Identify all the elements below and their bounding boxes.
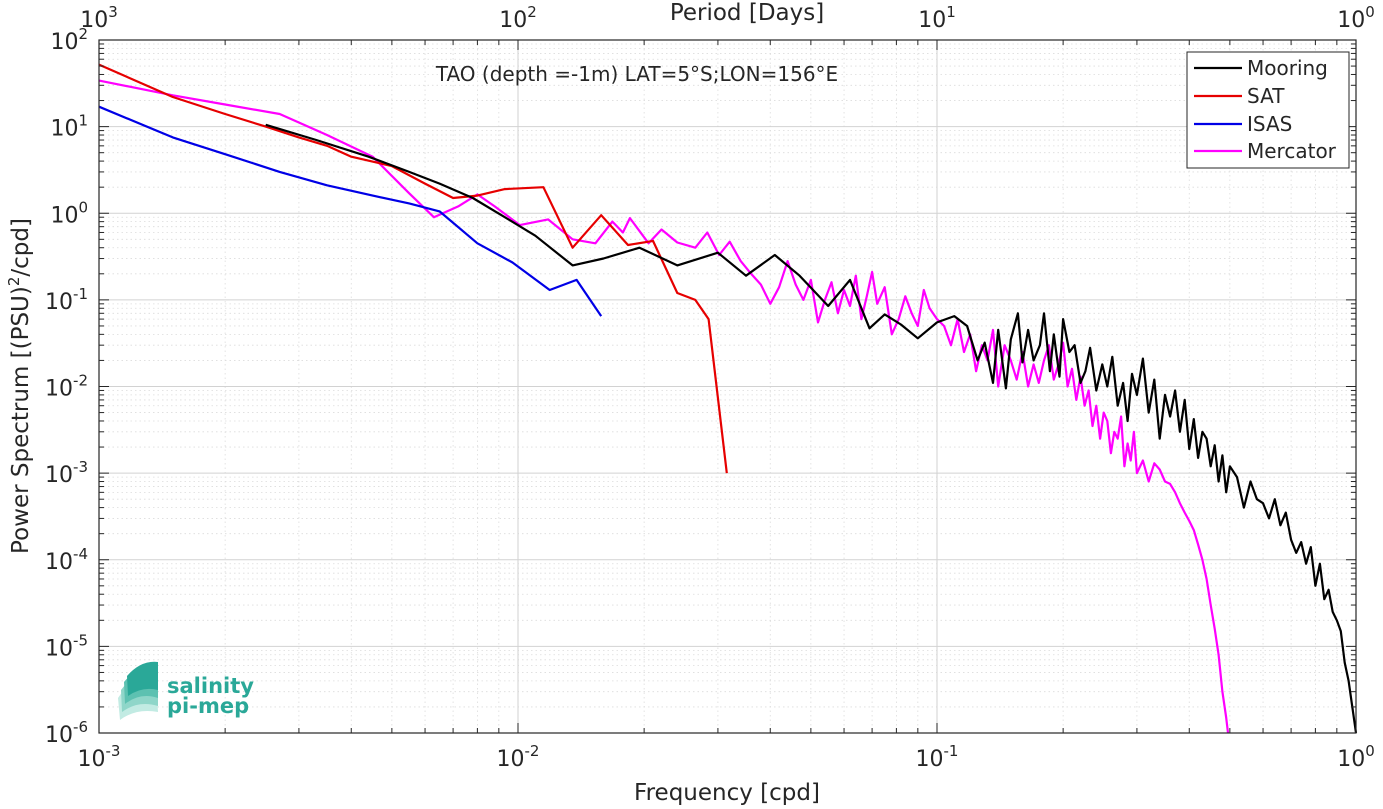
logo-line-1: salinity [167,674,254,698]
top-tick-label-exponent: 1 [946,3,956,21]
y-tick-label: 10-3 [45,458,88,488]
series-line-isas [98,105,603,317]
y-axis-title-end: /cpd] [8,218,34,277]
top-tick-label: 103 [80,3,118,33]
y-tick-label: 101 [50,112,88,142]
x-tick-label-base: 10 [78,747,106,772]
y-tick-label-base: 10 [45,636,73,661]
top-axis-title: Period [Days] [670,0,824,26]
legend: Mooring SAT ISAS Mercator [1186,51,1350,169]
y-tick-label: 100 [50,198,88,228]
y-tick-label-exponent: -5 [73,631,88,649]
x-tick-label-exponent: 0 [1365,742,1375,760]
y-tick-label: 10-6 [45,718,88,748]
top-tick-label: 101 [918,3,956,33]
x-tick-label: 100 [1337,742,1375,772]
x-tick-label: 10-3 [78,742,121,772]
y-tick-label-exponent: -1 [73,285,88,303]
y-tick-label-exponent: -2 [73,372,88,390]
y-tick-label: 10-5 [45,631,88,661]
y-tick-label-base: 10 [50,203,78,228]
top-tick-label: 102 [499,3,537,33]
y-tick-label: 10-4 [45,545,88,575]
y-tick-label-exponent: -3 [73,458,88,476]
top-tick-label-exponent: 3 [108,3,118,21]
y-tick-label-exponent: 0 [78,198,88,216]
legend-box [1186,51,1350,169]
chart-title: TAO (depth =-1m) LAT=5°S;LON=156°E [435,62,838,86]
series-layer [98,63,1358,734]
legend-label-isas: ISAS [1247,112,1292,136]
series-line-sat [98,63,728,474]
y-tick-label-exponent: -6 [73,718,88,736]
y-axis-title-main: Power Spectrum [(PSU) [8,286,34,554]
y-tick-label-exponent: -4 [73,545,88,563]
top-tick-label-base: 10 [1337,8,1365,33]
y-tick-label-base: 10 [45,723,73,748]
x-tick-label-base: 10 [497,747,525,772]
y-tick-label-exponent: 1 [78,112,88,130]
series-line-mercator [98,79,1230,734]
y-tick-label: 102 [50,25,88,55]
x-tick-label-exponent: -3 [106,742,121,760]
top-tick-label-base: 10 [80,8,108,33]
top-tick-label-exponent: 0 [1365,3,1375,21]
y-axis-title-sup: 2 [5,277,23,287]
y-tick-label-base: 10 [50,30,78,55]
x-tick-label-exponent: -2 [525,742,540,760]
top-tick-label-exponent: 2 [527,3,537,21]
legend-label-mooring: Mooring [1247,56,1328,80]
y-tick-label-base: 10 [45,550,73,575]
x-axis-title: Frequency [cpd] [634,780,820,806]
y-tick-label-base: 10 [45,290,73,315]
y-tick-label: 10-2 [45,372,88,402]
x-tick-label: 10-1 [916,742,959,772]
legend-label-mercator: Mercator [1247,139,1337,163]
top-tick-label-base: 10 [918,8,946,33]
logo-line-2: pi-mep [167,694,249,718]
y-tick-label-base: 10 [45,463,73,488]
logo-waves-icon [118,661,158,720]
x-tick-label-base: 10 [1337,747,1365,772]
top-tick-label-base: 10 [499,8,527,33]
y-axis-title: Power Spectrum [(PSU)2/cpd] [5,218,34,554]
series-line-mooring [265,123,1358,734]
x-tick-label: 10-2 [497,742,540,772]
salinity-pi-mep-logo: salinity pi-mep [118,661,254,720]
y-tick-label-exponent: 2 [78,25,88,43]
y-tick-label: 10-1 [45,285,88,315]
tick-marks [98,40,1356,734]
top-tick-label: 100 [1337,3,1375,33]
y-tick-label-base: 10 [50,117,78,142]
x-tick-label-base: 10 [916,747,944,772]
legend-label-sat: SAT [1247,84,1285,108]
y-tick-label-base: 10 [45,377,73,402]
x-tick-label-exponent: -1 [944,742,959,760]
